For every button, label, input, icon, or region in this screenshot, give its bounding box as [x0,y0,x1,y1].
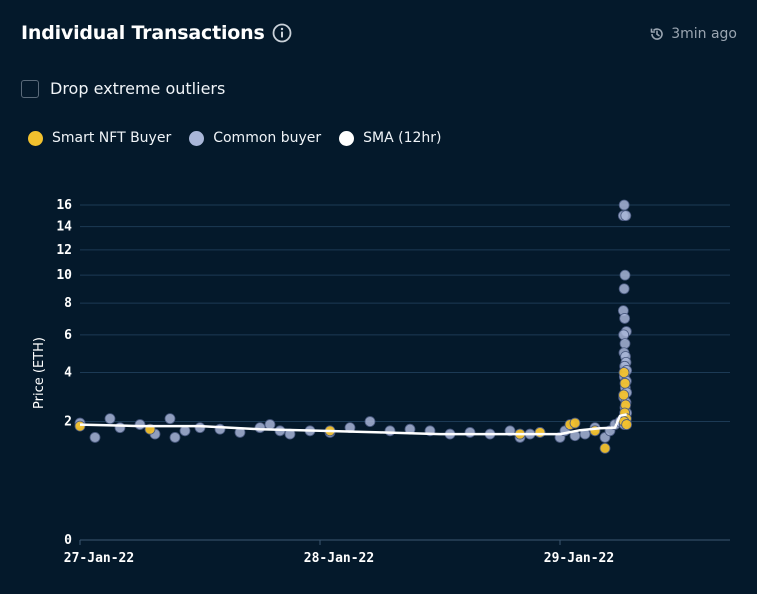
sma-line [79,413,627,436]
last-updated-text: 3min ago [671,26,737,42]
common-buyer-point[interactable] [89,432,101,443]
common-buyer-point[interactable] [619,313,631,324]
common-buyer-point[interactable] [384,425,396,437]
y-tick-label: 14 [56,220,72,235]
smart-buyer-point[interactable] [618,389,630,401]
drop-outliers-toggle[interactable]: Drop extreme outliers [21,79,225,98]
legend-item-common-buyer[interactable]: Common buyer [189,130,321,146]
panel-header: Individual Transactions [21,22,292,44]
legend-label: Smart NFT Buyer [52,130,172,146]
info-icon[interactable] [272,23,292,43]
smart-buyer-point[interactable] [74,420,86,432]
common-buyer-point[interactable] [619,269,631,281]
common-buyer-point[interactable] [134,419,146,430]
common-buyer-point[interactable] [104,413,116,425]
common-buyer-point[interactable] [364,416,376,427]
legend-label: SMA (12hr) [363,130,442,146]
smart-buyer-point[interactable] [621,419,633,430]
common-buyer-point[interactable] [264,419,276,430]
common-buyer-point[interactable] [254,422,266,434]
legend-swatch [339,130,355,146]
x-tick-label: 28-Jan-22 [304,551,374,566]
smart-buyer-point[interactable] [534,427,546,438]
legend-swatch [28,130,43,146]
chart-legend: Smart NFT Buyer Common buyer SMA (12hr) [28,130,460,146]
smart-buyer-point[interactable] [569,417,581,429]
legend-swatch [189,130,205,146]
legend-label: Common buyer [213,130,322,146]
smart-buyer-point[interactable] [619,377,631,389]
legend-item-sma[interactable]: SMA (12hr) [339,130,442,146]
y-tick-label: 0 [64,533,72,548]
legend-item-smart-buyer[interactable]: Smart NFT Buyer [28,130,171,146]
transactions-scatter-chart: 0 2 4 6 8 10 12 14 16 27-Jan-22 28-Jan-22 29-Jan-22… [32,198,730,566]
common-buyer-point[interactable] [618,329,630,341]
y-axis-title: Price (ETH) [32,337,47,409]
common-buyer-point[interactable] [620,210,632,222]
drop-outliers-label: Drop extreme outliers [50,79,226,98]
y-tick-label: 6 [64,328,72,343]
common-buyer-point[interactable] [114,422,126,434]
y-tick-label: 8 [64,296,72,311]
common-buyer-point[interactable] [194,422,206,434]
y-tick-label: 10 [56,268,72,283]
common-buyer-point[interactable] [618,283,630,295]
x-tick-label: 29-Jan-22 [544,551,614,566]
last-updated: 3min ago [649,26,737,42]
common-buyer-point[interactable] [619,338,631,349]
x-tick-label: 27-Jan-22 [64,551,134,566]
y-tick-label: 2 [64,415,72,430]
panel-title: Individual Transactions [21,22,265,44]
history-clock-icon [650,28,663,40]
smart-buyer-point[interactable] [618,367,630,378]
y-tick-label: 4 [64,366,72,381]
y-tick-label: 12 [56,243,72,258]
drop-outliers-checkbox[interactable] [21,79,39,98]
common-buyer-point[interactable] [464,427,476,438]
common-buyer-point[interactable] [164,413,176,425]
y-tick-label: 16 [56,198,72,213]
smart-buyer-point[interactable] [599,442,611,454]
common-buyer-point[interactable] [169,432,181,443]
common-buyer-point[interactable] [618,199,630,211]
